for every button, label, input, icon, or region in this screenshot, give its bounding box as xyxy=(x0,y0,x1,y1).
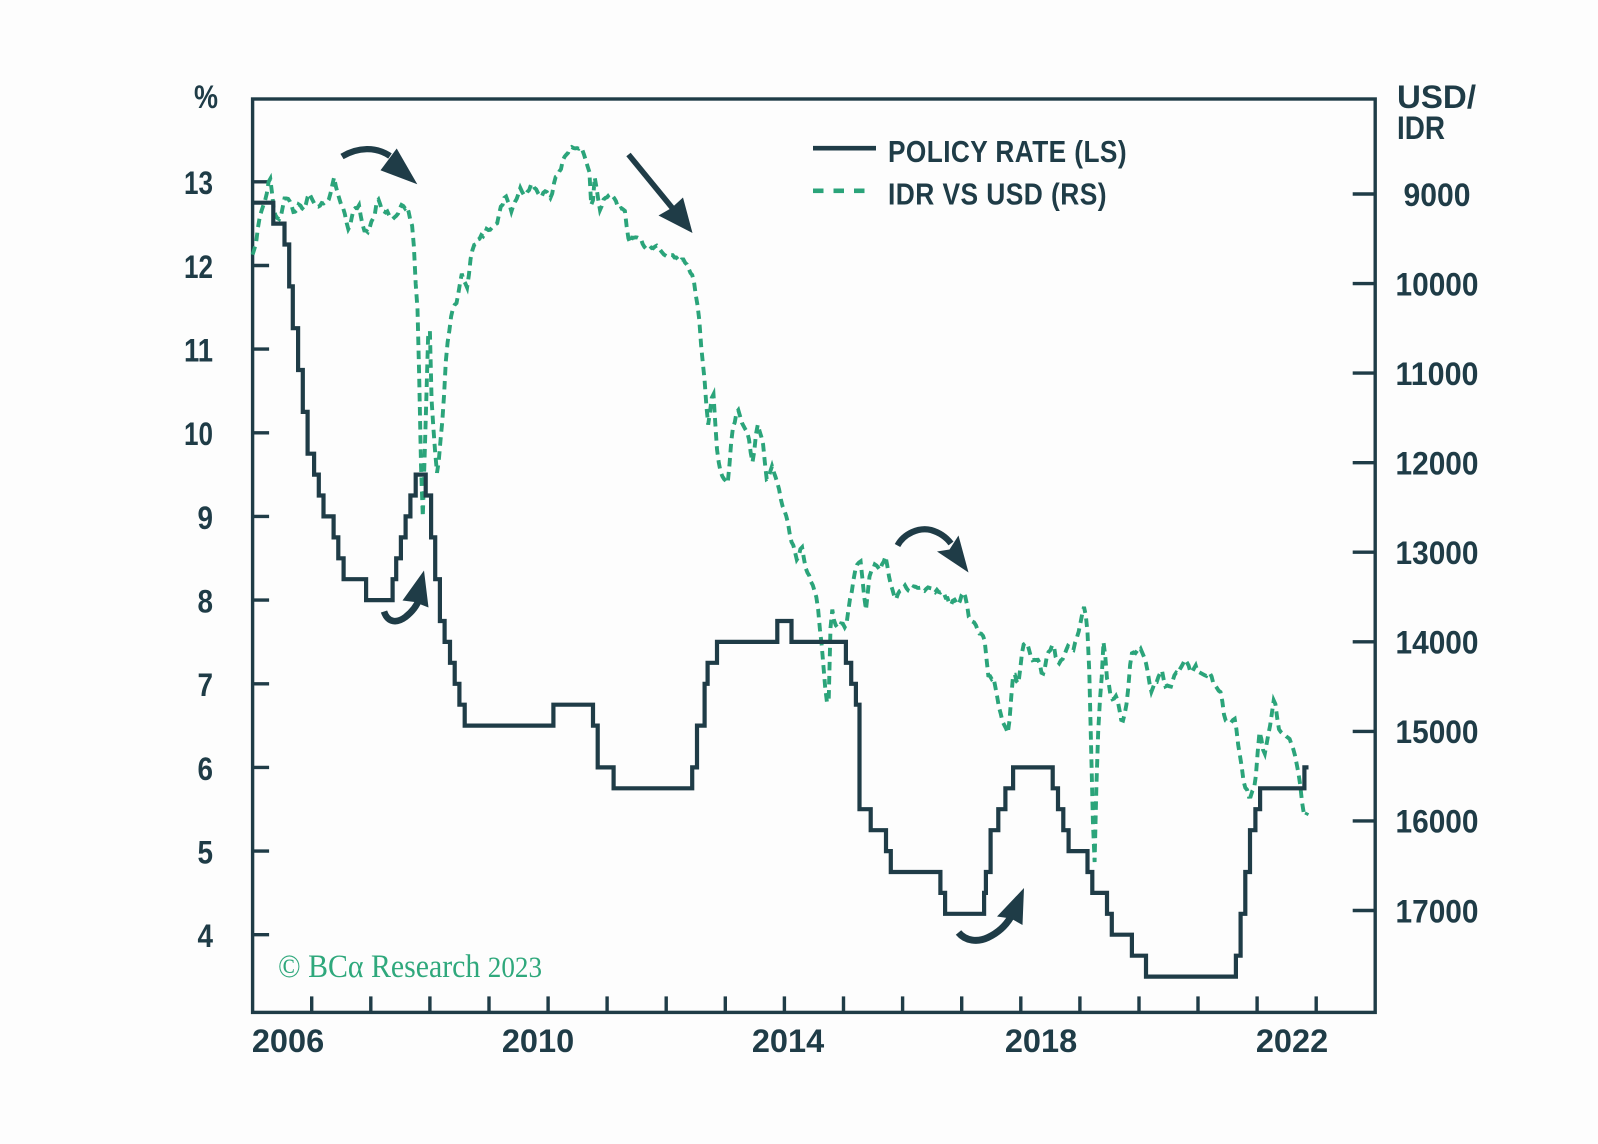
svg-text:9: 9 xyxy=(198,500,214,536)
svg-text:14000: 14000 xyxy=(1396,625,1479,661)
svg-text:13: 13 xyxy=(184,165,213,201)
svg-text:2010: 2010 xyxy=(502,1023,574,1059)
svg-text:4: 4 xyxy=(198,918,214,954)
svg-text:IDR: IDR xyxy=(1397,110,1445,146)
svg-text:13000: 13000 xyxy=(1396,535,1479,571)
svg-text:IDR VS USD (RS): IDR VS USD (RS) xyxy=(888,177,1107,212)
svg-text:10000: 10000 xyxy=(1396,266,1479,302)
svg-text:11: 11 xyxy=(184,333,213,369)
svg-text:%: % xyxy=(194,79,218,115)
svg-text:12000: 12000 xyxy=(1396,446,1479,482)
svg-text:17000: 17000 xyxy=(1396,893,1479,929)
svg-text:6: 6 xyxy=(198,751,214,787)
svg-text:9000: 9000 xyxy=(1404,177,1471,213)
svg-text:POLICY RATE (LS): POLICY RATE (LS) xyxy=(888,134,1127,169)
svg-text:2022: 2022 xyxy=(1256,1023,1328,1059)
svg-text:16000: 16000 xyxy=(1396,804,1479,840)
svg-text:7: 7 xyxy=(198,667,214,703)
svg-text:12: 12 xyxy=(184,249,213,285)
svg-text:© BCα Research 2023: © BCα Research 2023 xyxy=(278,949,542,985)
svg-text:10: 10 xyxy=(184,416,213,452)
svg-text:2006: 2006 xyxy=(252,1023,324,1059)
svg-text:8: 8 xyxy=(198,584,214,620)
svg-text:11000: 11000 xyxy=(1396,356,1479,392)
svg-text:2014: 2014 xyxy=(752,1023,824,1059)
svg-text:15000: 15000 xyxy=(1396,714,1479,750)
svg-text:5: 5 xyxy=(198,835,214,871)
svg-text:2018: 2018 xyxy=(1005,1023,1077,1059)
svg-text:USD/: USD/ xyxy=(1397,79,1476,115)
